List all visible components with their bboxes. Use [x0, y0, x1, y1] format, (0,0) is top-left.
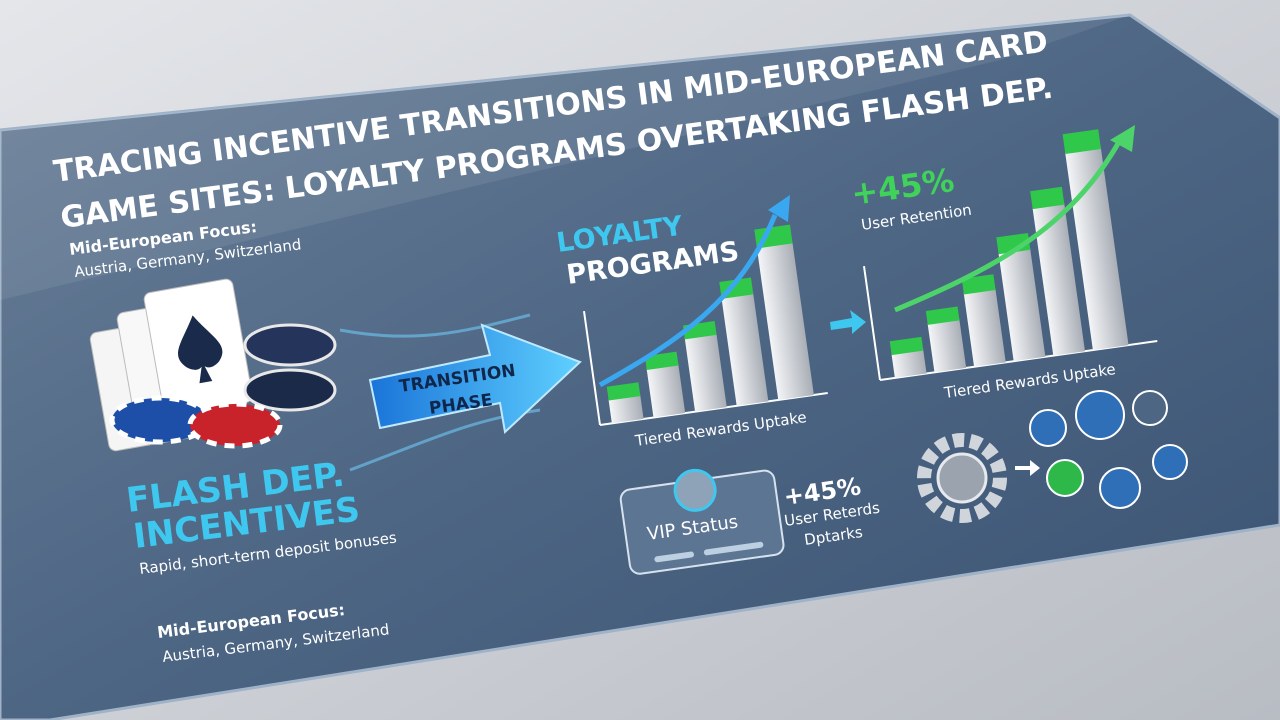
bar: [998, 247, 1046, 362]
bar-top: [961, 274, 996, 295]
trend-arrowhead: [1110, 125, 1135, 152]
transition-arrow: [368, 323, 582, 434]
bar: [646, 363, 686, 418]
avatar: [1029, 409, 1067, 447]
bar: [1032, 202, 1085, 356]
swoosh: [339, 313, 531, 338]
bar-top: [996, 232, 1031, 255]
vip-card: [619, 468, 785, 575]
trend-arrowhead: [768, 195, 790, 222]
avatar: [1152, 444, 1188, 480]
avatar: [1075, 390, 1125, 440]
spade: [178, 315, 223, 384]
gear-center: [936, 452, 988, 504]
cards-illustration: [89, 278, 253, 452]
small-arrow: [830, 310, 866, 334]
chips: [109, 323, 337, 449]
bar: [927, 318, 967, 373]
bar: [721, 292, 769, 406]
bar: [891, 348, 927, 378]
glass-panel: [0, 13, 1280, 720]
panel-shine: [0, 15, 1130, 300]
bar-top: [1030, 186, 1065, 210]
bar-top: [606, 382, 641, 401]
small-arrow: [1015, 460, 1040, 476]
avatar: [1099, 467, 1141, 509]
chip: [187, 401, 283, 449]
vip-line: [654, 551, 695, 563]
gear: [917, 433, 1007, 523]
bar: [608, 394, 644, 424]
axis: [863, 265, 881, 381]
bar-top: [889, 336, 924, 356]
chip-stack: [243, 323, 337, 367]
vip-line: [703, 541, 764, 556]
bar: [963, 288, 1006, 367]
left-chart: [583, 224, 828, 426]
avatar: [1132, 390, 1168, 426]
bar-top: [1062, 129, 1102, 155]
axis: [583, 310, 601, 426]
trend-arrow: [894, 138, 1123, 313]
bar-top: [925, 306, 960, 325]
trend-arrow: [598, 214, 778, 388]
avatar: [1046, 459, 1084, 497]
chip-stack: [243, 368, 337, 412]
bar: [756, 241, 814, 400]
vip-gear: [673, 468, 717, 512]
bar: [684, 332, 727, 412]
